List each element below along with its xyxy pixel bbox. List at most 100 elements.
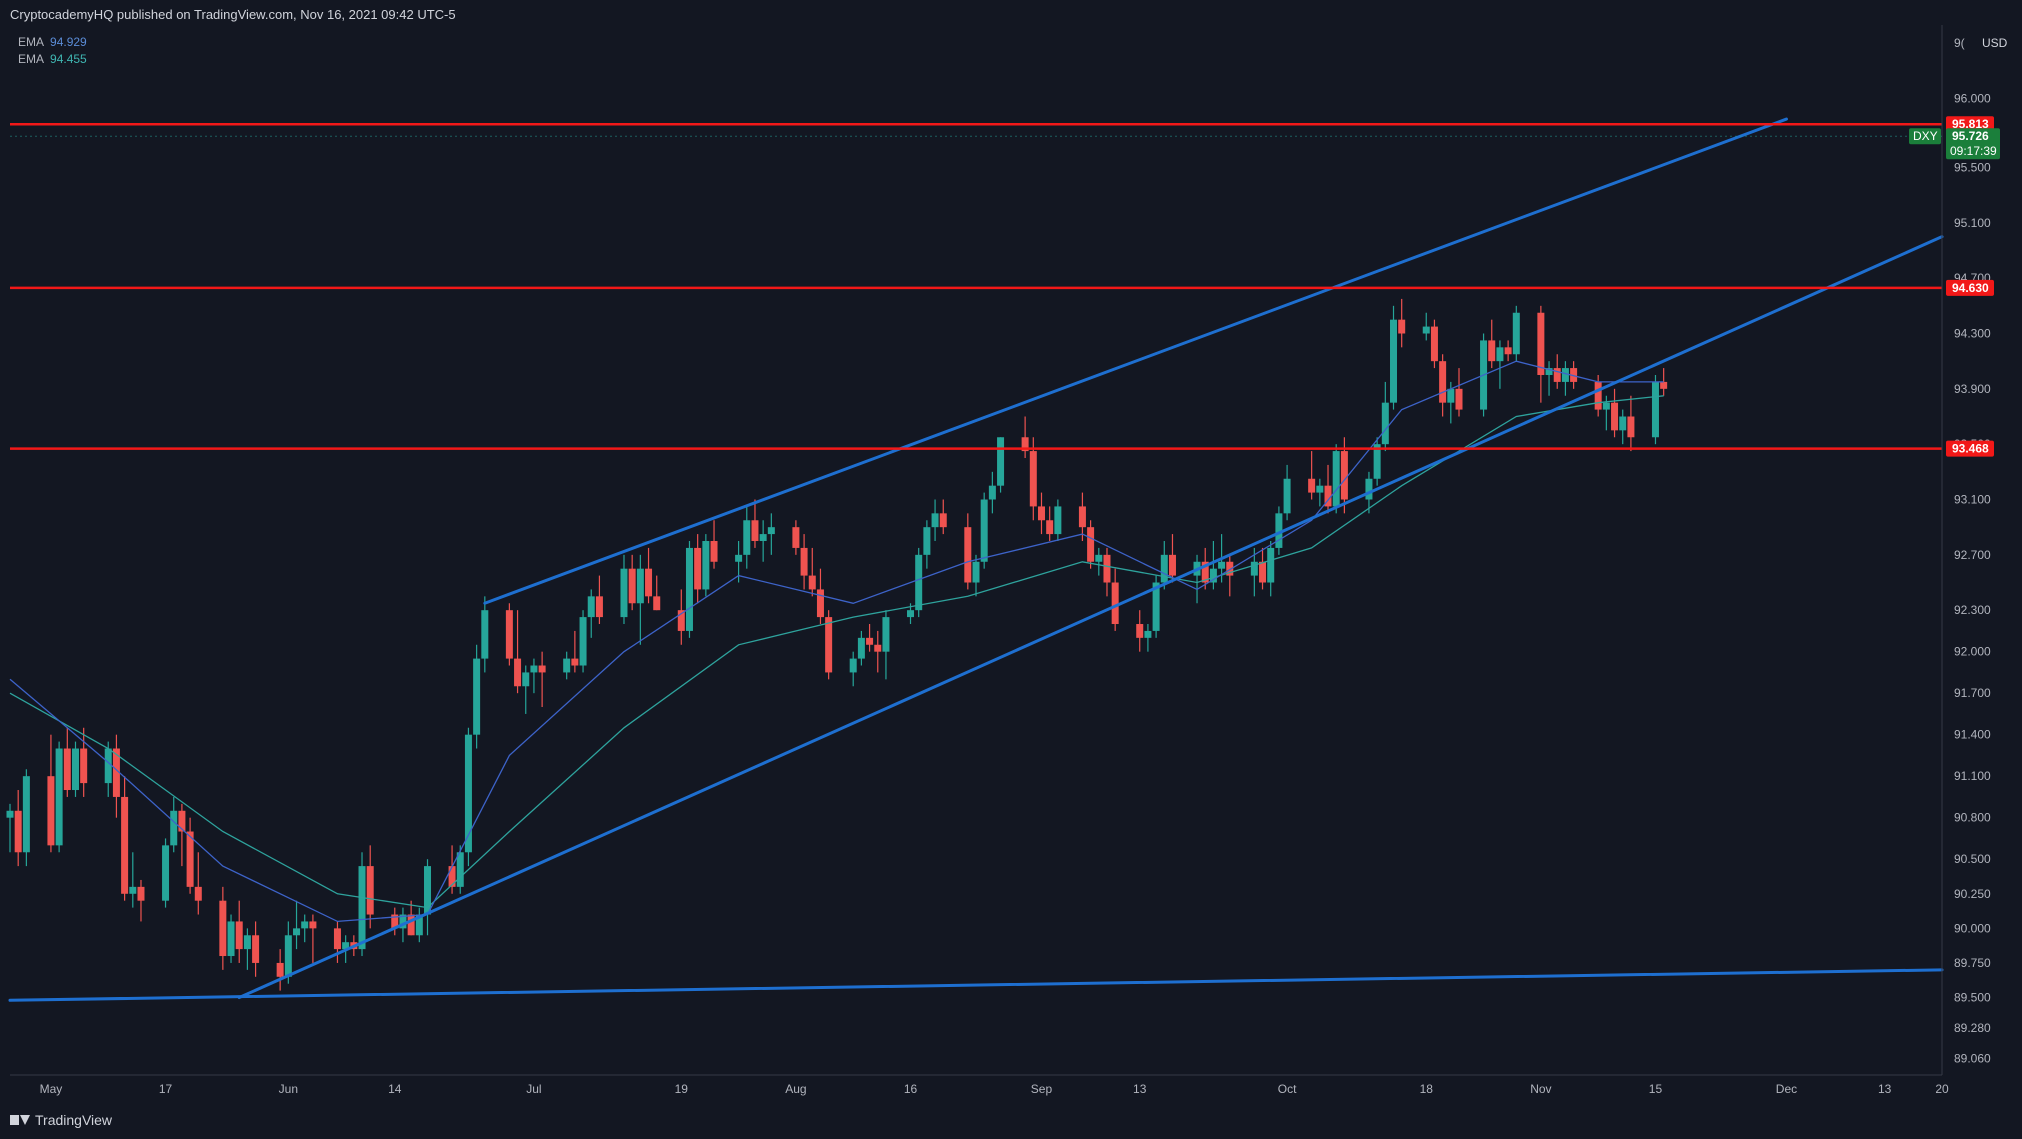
level-price-label: 95.813 — [1952, 117, 1989, 131]
candle-body — [1168, 554, 1176, 576]
candle — [55, 741, 63, 853]
candle — [677, 589, 685, 645]
candle — [767, 513, 775, 555]
y-tick-label: 92.000 — [1954, 645, 1991, 659]
candle-body — [1160, 554, 1168, 583]
candle-body — [1496, 347, 1504, 362]
candle — [988, 471, 996, 514]
candle-body — [464, 734, 472, 853]
candle — [1054, 499, 1062, 542]
candle-body — [309, 921, 317, 929]
candle-body — [759, 534, 767, 542]
x-tick-label: Sep — [1031, 1082, 1053, 1096]
candle-body — [1439, 361, 1447, 403]
ema-legend-2: EMA 94.455 — [18, 52, 87, 66]
y-tick-label: 89.060 — [1954, 1051, 1991, 1065]
candle — [1537, 305, 1545, 403]
y-tick-label: 95.500 — [1954, 160, 1991, 174]
candle — [80, 727, 88, 797]
candle — [1504, 340, 1512, 362]
candle — [882, 610, 890, 680]
candle — [178, 803, 186, 867]
candle — [759, 520, 767, 562]
candle — [1136, 610, 1144, 652]
candle — [636, 554, 644, 645]
candle-body — [1570, 368, 1578, 382]
candle-body — [1373, 444, 1381, 479]
x-tick-label: 17 — [159, 1082, 173, 1096]
candle-body — [219, 900, 227, 957]
ema-value: 94.455 — [50, 52, 87, 66]
candle-body — [1594, 381, 1602, 410]
candle — [194, 852, 202, 915]
x-tick-label: Jun — [279, 1082, 298, 1096]
candle — [595, 575, 603, 625]
candle-body — [980, 499, 988, 562]
currency-label[interactable]: USD — [1982, 36, 2008, 50]
candle — [1144, 624, 1152, 652]
candle — [1029, 437, 1037, 521]
candle-body — [964, 527, 972, 583]
candle-body — [1218, 561, 1226, 569]
candle — [800, 534, 808, 590]
candle — [1324, 464, 1332, 514]
candle — [1078, 492, 1086, 542]
candle — [514, 610, 522, 694]
candle — [792, 520, 800, 555]
candle-body — [366, 866, 374, 915]
candle-body — [997, 437, 1005, 486]
candle — [1037, 492, 1045, 535]
candle — [808, 547, 816, 597]
trend-line[interactable] — [8, 968, 1944, 1002]
x-tick-label: 19 — [675, 1082, 689, 1096]
candle-body — [424, 866, 432, 915]
candle — [301, 914, 309, 943]
candle — [849, 651, 857, 687]
candle-body — [939, 513, 947, 528]
candle — [1283, 464, 1291, 521]
candle-body — [1660, 381, 1668, 389]
last-price-tag — [1946, 128, 2000, 160]
candle-body — [1267, 547, 1275, 583]
y-tick-label: 91.700 — [1954, 686, 1991, 700]
candle — [1398, 298, 1406, 348]
candle-body — [595, 596, 603, 618]
candle-body — [710, 541, 718, 562]
candle — [915, 547, 923, 618]
candle — [1512, 305, 1520, 362]
candle-body — [1390, 319, 1398, 403]
candle — [456, 845, 464, 894]
level-price-tag — [1946, 440, 1994, 457]
level-price-tag — [1946, 279, 1994, 296]
candle-body — [1324, 485, 1332, 507]
candle — [538, 651, 546, 708]
candle-body — [1111, 582, 1119, 625]
symbol-tag[interactable] — [1909, 128, 1941, 145]
x-tick-label: Oct — [1278, 1082, 1297, 1096]
candle-body — [1340, 451, 1348, 500]
candle-body — [849, 658, 857, 673]
y-tick-label: 96.000 — [1954, 91, 1991, 105]
horizontal-levels-layer — [10, 122, 1942, 450]
symbol-ticker: DXY — [1913, 129, 1938, 143]
candle — [227, 914, 235, 963]
candle-body — [702, 541, 710, 590]
tradingview-brand[interactable]: TradingView — [10, 1112, 112, 1128]
candle-body — [1283, 478, 1291, 514]
trend-line[interactable] — [237, 235, 1944, 1000]
y-tick-label: 93.900 — [1954, 382, 1991, 396]
candle-body — [104, 748, 112, 784]
trend-line[interactable] — [483, 117, 1788, 605]
x-tick-label: 15 — [1649, 1082, 1663, 1096]
candle-body — [407, 914, 415, 936]
candle — [1308, 451, 1316, 500]
candle-body — [1602, 402, 1610, 410]
candle — [1570, 361, 1578, 389]
candle — [816, 568, 824, 625]
candle — [1226, 554, 1234, 597]
candle-body — [1430, 326, 1438, 362]
candle-body — [972, 561, 980, 583]
candle — [702, 534, 710, 597]
